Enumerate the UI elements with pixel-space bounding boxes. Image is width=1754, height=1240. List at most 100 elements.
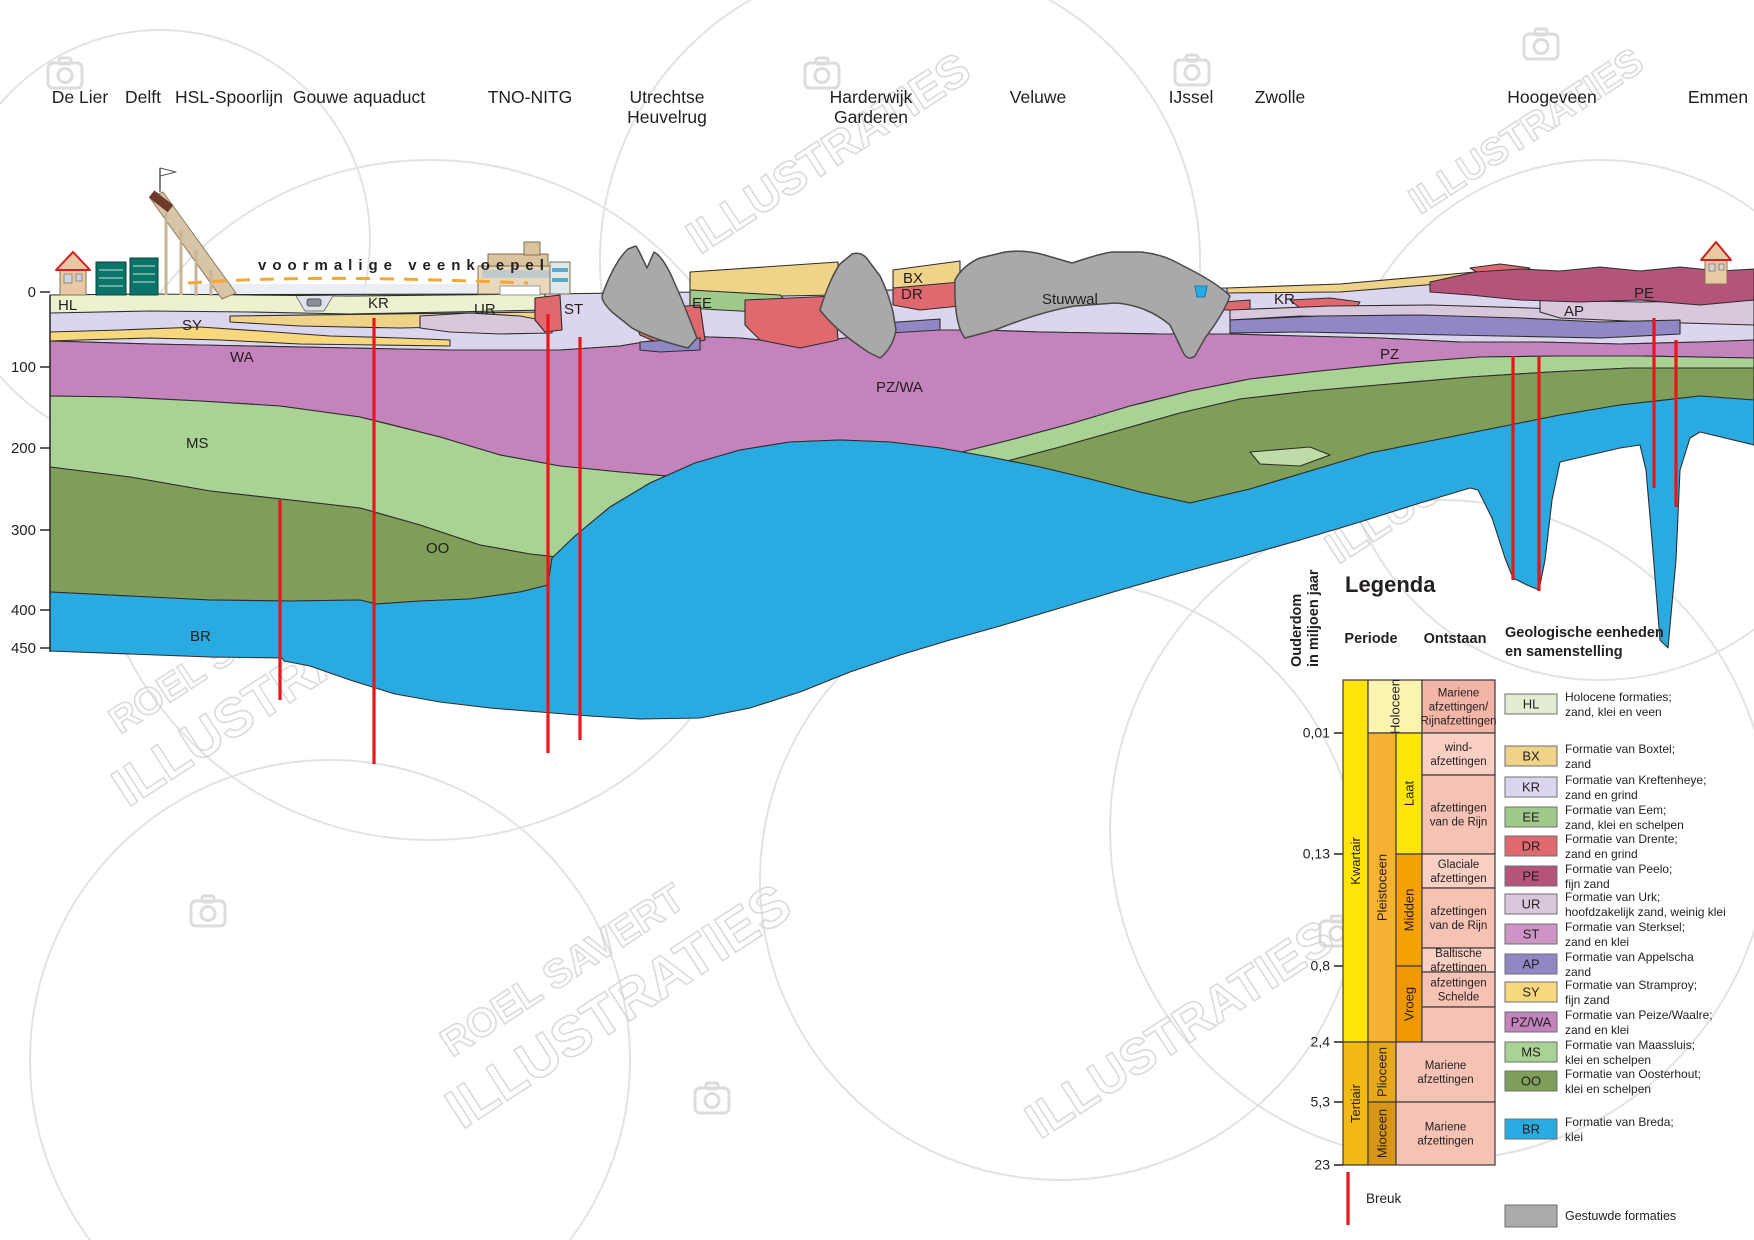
ontstaan-cell-label: Mariene afzettingen [1417, 1060, 1473, 1086]
delft-building [129, 257, 159, 296]
depth-tick-label: 0 [28, 284, 36, 301]
location-label: Harderwijk Garderen [830, 87, 913, 127]
unit-description: Formatie van Eem; zand, klei en schelpen [1565, 803, 1684, 832]
layer-ur-lens [419, 312, 553, 335]
period-cell-label: Pleistoceen [1375, 854, 1390, 921]
unit-description: Formatie van Stramproy; fijn zand [1565, 978, 1697, 1007]
ontstaan-cell-label: wind-afzettingen [1430, 742, 1486, 768]
camera-watermark-icon [693, 1081, 731, 1115]
unit-swatch [1504, 1041, 1558, 1063]
unit-code: ST [1523, 927, 1540, 942]
period-cell-label: Midden [1402, 889, 1417, 932]
period-cell-label: Mioceen [1375, 1109, 1390, 1158]
gestuwd-label: Gestuwde formaties [1565, 1209, 1676, 1223]
age-tick-label: 23 [1314, 1157, 1330, 1173]
ontstaan-cell [1395, 1101, 1496, 1166]
unit-swatch [1504, 1070, 1558, 1092]
period-cell [1395, 853, 1423, 967]
tno-nitg-building-upper [487, 253, 549, 267]
unit-description: Formatie van Boxtel; zand [1565, 742, 1675, 771]
camera-watermark-icon [803, 56, 841, 90]
ontstaan-cell [1421, 1006, 1496, 1043]
unit-swatch [1504, 893, 1558, 915]
ontstaan-cell-label: afzettingen Schelde [1430, 978, 1486, 1004]
unit-code: BR [1522, 1122, 1540, 1137]
veenkoepel-shaded-strip [190, 284, 540, 295]
location-label: Hoogeveen [1507, 87, 1597, 107]
unit-swatch [1504, 1011, 1558, 1033]
unit-code: HL [1523, 697, 1540, 712]
formation-label: KR [368, 295, 389, 312]
age-tick-label: 0,01 [1303, 725, 1330, 741]
unit-code: MS [1521, 1045, 1541, 1060]
hsl-train-icon [148, 190, 174, 213]
depth-axis: 0 100 200 300 400 450 [11, 284, 50, 657]
unit-description: Formatie van Kreftenheye; zand en grind [1565, 773, 1706, 802]
unit-code: KR [1522, 780, 1540, 795]
tno-nitg-window-band [482, 270, 566, 278]
legend-unit-rows: HL Holocene formaties; zand, klei en veen B… [1504, 690, 1726, 1144]
unit-code: EE [1522, 810, 1540, 825]
unit-swatch [1504, 953, 1558, 975]
ontstaan-cell [1421, 732, 1496, 776]
formation-label: SY [182, 317, 202, 334]
boat-icon [306, 298, 322, 307]
unit-description: Formatie van Drente; zand en grind [1565, 832, 1678, 861]
legend-ontstaan-cells: Mariene afzettingen/Rijnafzettingen wind-a… [1395, 679, 1497, 1166]
unit-swatch [1504, 693, 1558, 715]
formation-label: PE [1634, 285, 1654, 302]
veenkoepel-dashed-line [187, 276, 529, 285]
legend-col-units-2: en samenstelling [1505, 644, 1623, 660]
layer-sy-band [49, 326, 451, 347]
house-window-icon [1718, 263, 1725, 271]
formation-label: EE [692, 295, 712, 312]
layer-pe-band [1429, 266, 1754, 306]
ontstaan-cell-label: afzettingen van de Rijn [1430, 803, 1488, 829]
unit-description: Formatie van Maassluis; klei en schelpen [1565, 1038, 1695, 1067]
period-cell [1367, 732, 1397, 1043]
depth-tick-label: 300 [11, 522, 36, 539]
period-cell-label: Plioceen [1375, 1047, 1390, 1097]
ontstaan-cell-label: Mariene afzettingen [1417, 1122, 1473, 1148]
unit-code: UR [1522, 897, 1541, 912]
ontstaan-cell-label: Baltische afzettingen [1430, 948, 1486, 974]
legend-title: Legenda [1345, 572, 1436, 597]
depth-tick-label: 450 [11, 640, 36, 657]
unit-swatch [1504, 923, 1558, 945]
legend-period-cells: Kwartair Tertiair Holoceen Pleistoceen Plioc… [1342, 679, 1423, 1166]
unit-swatch [1504, 865, 1558, 887]
unit-description: Formatie van Breda; klei [1565, 1115, 1674, 1144]
unit-description: Formatie van Sterksel; zand en klei [1565, 920, 1685, 949]
age-tick-label: 2,4 [1311, 1034, 1331, 1050]
depth-tick-label: 200 [11, 440, 36, 457]
house-window-icon [63, 273, 73, 284]
surface-structures [55, 167, 1732, 312]
unit-code: DR [1522, 839, 1541, 854]
period-cell-label: Holoceen [1388, 679, 1403, 734]
house-de-lier-roof [55, 251, 91, 271]
hsl-viaduct-piers [164, 212, 213, 296]
ontstaan-cell [1421, 774, 1496, 855]
camera-watermark-icon [46, 56, 84, 90]
unit-code: SY [1522, 985, 1540, 1000]
unit-code: PZ/WA [1511, 1015, 1552, 1030]
layer-br-band [49, 395, 1754, 720]
ontstaan-cell [1421, 679, 1496, 734]
unit-description: Formatie van Appelscha zand [1565, 950, 1694, 979]
unit-swatch [1504, 776, 1558, 798]
house-emmen-roof [1700, 241, 1732, 261]
house-window-icon [75, 273, 83, 282]
layer-dr-a [534, 294, 563, 333]
formation-label: PZ/WA [876, 379, 923, 396]
camera-watermark-icon [189, 894, 227, 928]
formation-label: HL [58, 297, 77, 314]
formation-label: DR [901, 286, 923, 303]
camera-watermark-icon [1173, 53, 1211, 87]
legend: Legenda Ouderdom in miljoen jaar Periode… [1289, 569, 1726, 1228]
tno-nitg-tower [523, 241, 541, 256]
ontstaan-cell [1421, 971, 1496, 1008]
age-tick-label: 5,3 [1311, 1094, 1331, 1110]
layer-ms-lens-right [1249, 446, 1331, 467]
tno-nitg-base-units [499, 285, 541, 296]
